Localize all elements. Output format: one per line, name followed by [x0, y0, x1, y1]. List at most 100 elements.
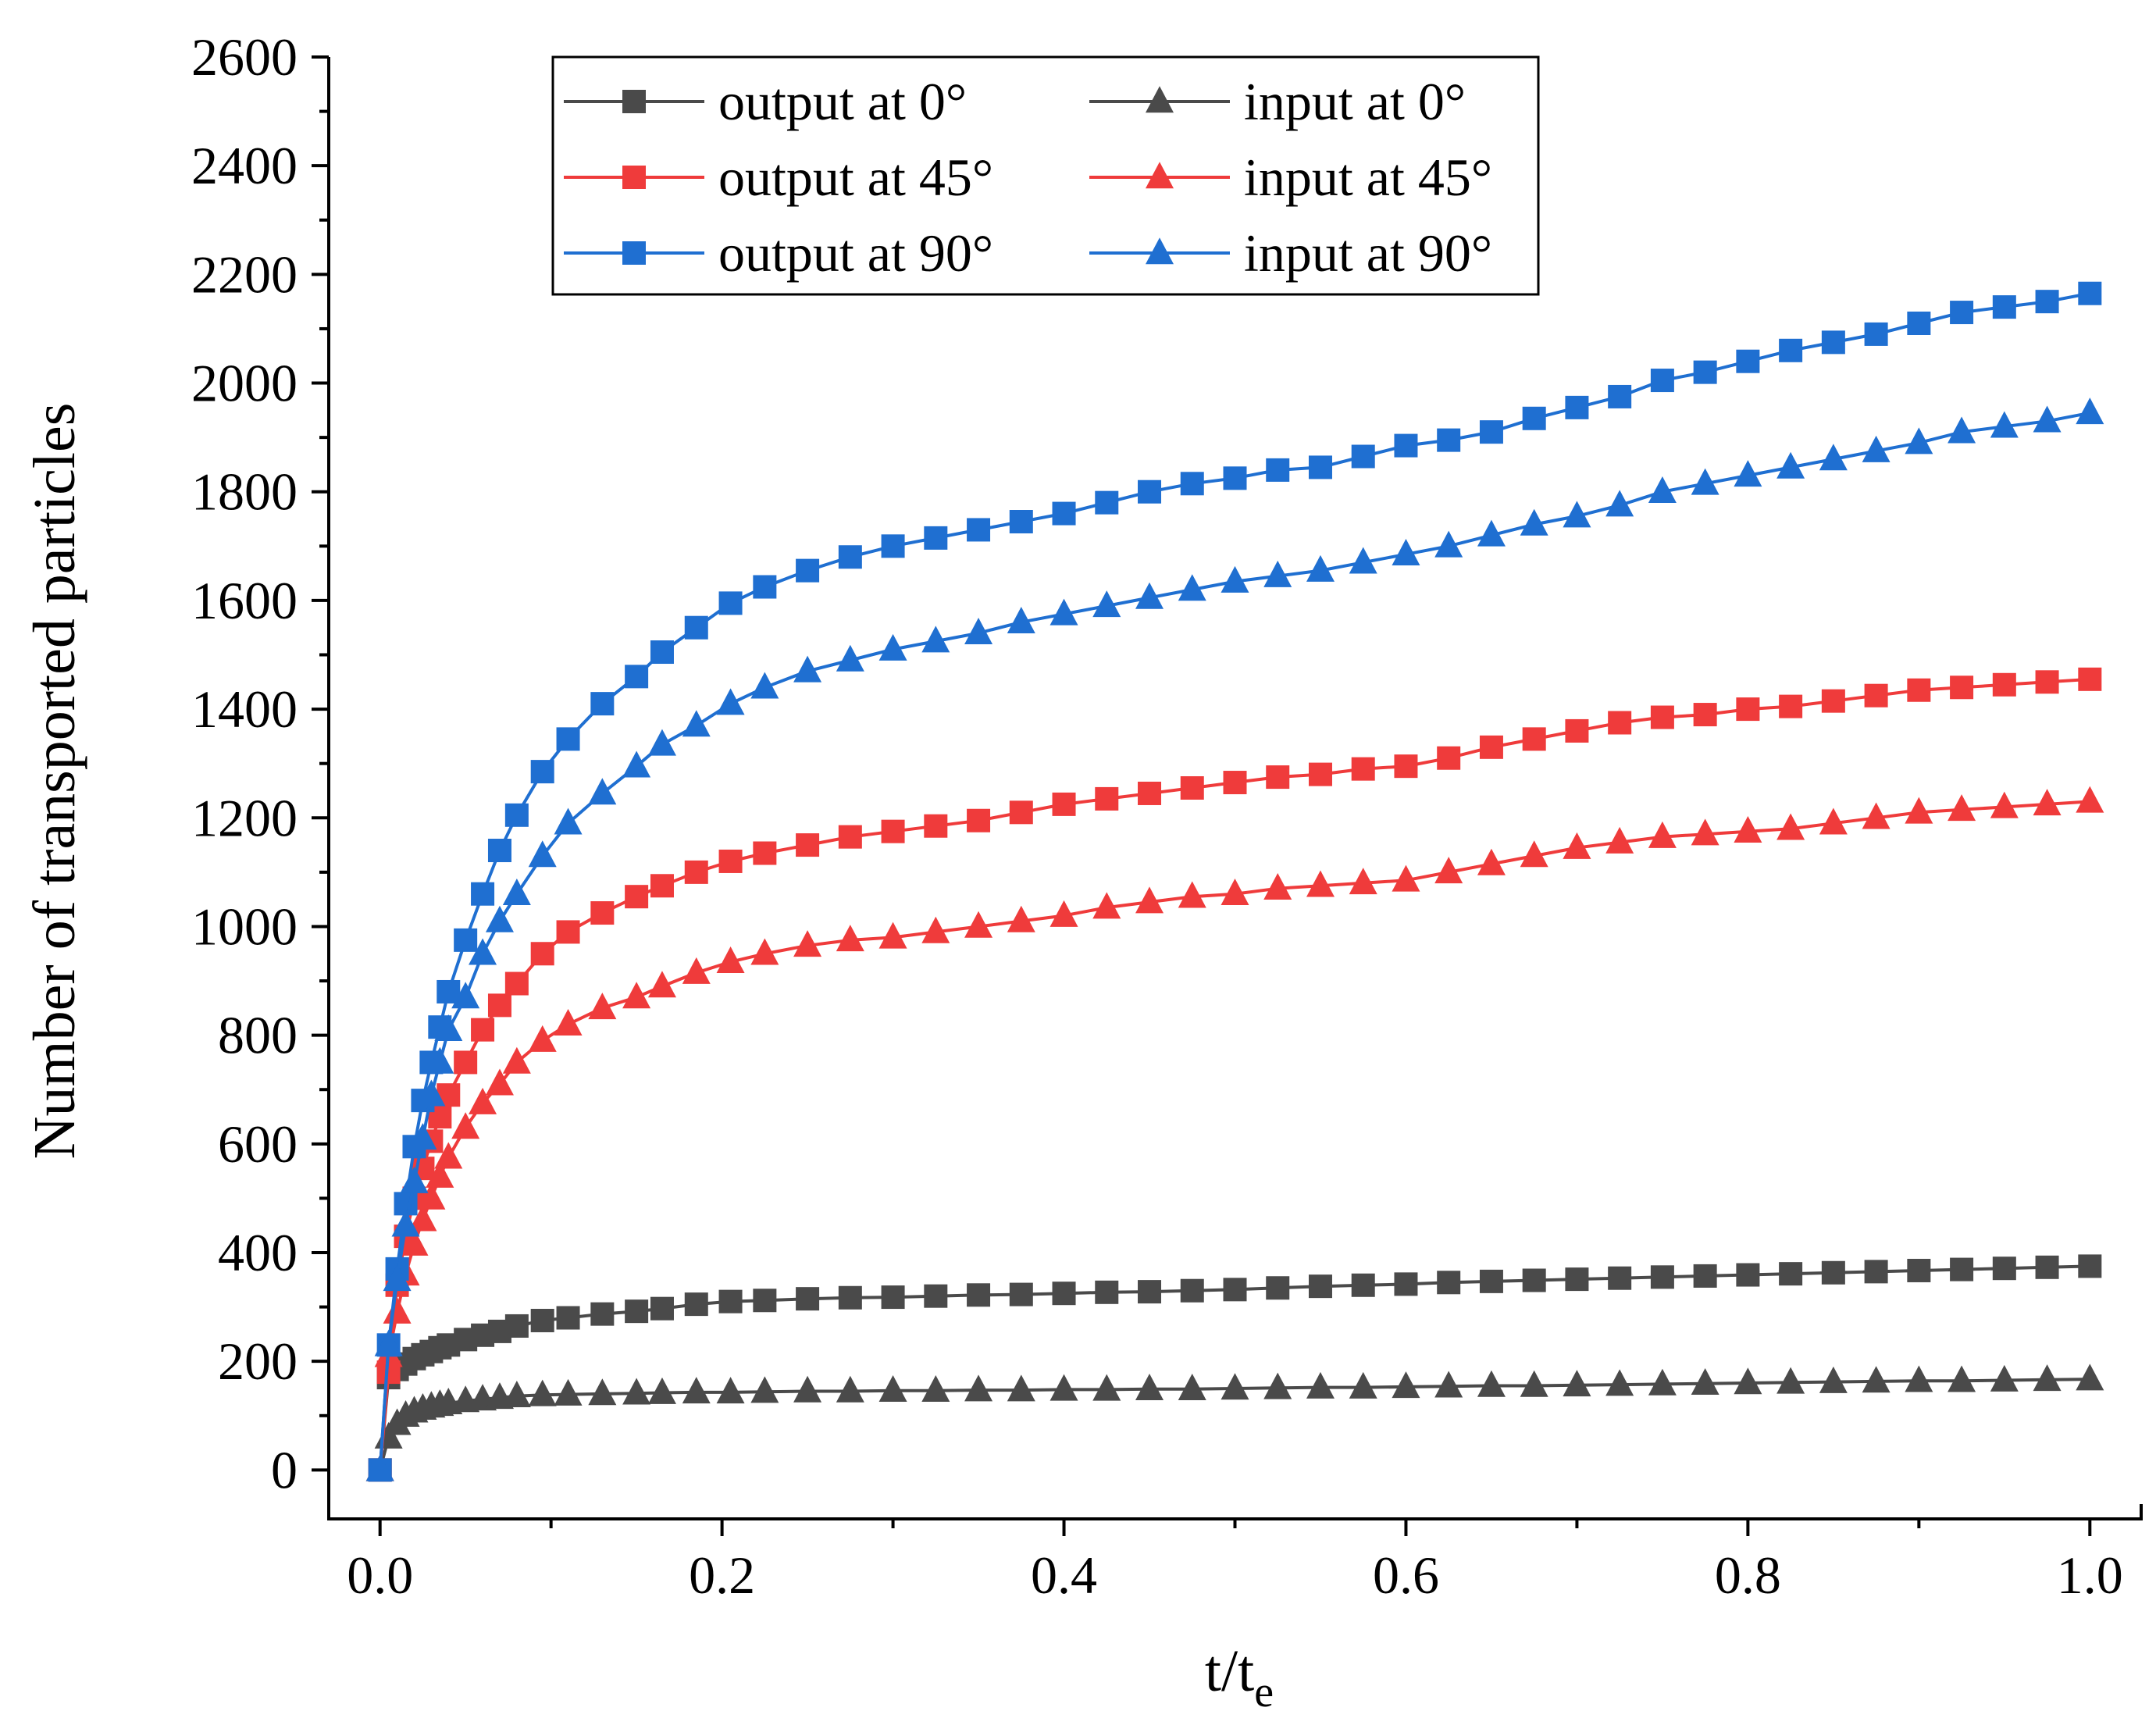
- series-line: [378, 291, 2090, 1470]
- data-point: [1434, 1371, 1463, 1398]
- data-point: [1306, 870, 1335, 897]
- data-point: [590, 692, 615, 716]
- data-point: [1648, 1368, 1677, 1396]
- data-point: [1306, 554, 1335, 582]
- data-point: [504, 1314, 529, 1338]
- data-point: [400, 1228, 429, 1256]
- data-point: [1950, 301, 1974, 325]
- data-point: [650, 640, 674, 665]
- data-point: [838, 1285, 862, 1310]
- legend: output at 0° input at 0° output at 45° inpu…: [551, 55, 1540, 296]
- data-point: [1178, 881, 1206, 908]
- y-axis-title: Number of transported particles: [22, 403, 87, 1160]
- y-tick-label: 1000: [191, 897, 298, 956]
- data-point: [836, 644, 864, 672]
- data-point: [793, 1375, 822, 1403]
- data-point: [2033, 1364, 2062, 1392]
- data-point: [881, 1285, 905, 1310]
- data-point: [881, 819, 905, 843]
- series-line: [378, 411, 2090, 1470]
- data-point: [1049, 1374, 1078, 1401]
- data-point: [1691, 468, 1719, 495]
- data-point: [650, 874, 674, 898]
- data-point: [417, 1182, 446, 1210]
- legend-marker: [622, 90, 646, 113]
- data-point: [1223, 466, 1247, 490]
- data-point: [1819, 1366, 1848, 1393]
- legend-marker: [1146, 162, 1174, 189]
- data-point: [753, 1289, 777, 1313]
- data-point: [1605, 1369, 1634, 1396]
- data-point: [1394, 1272, 1418, 1296]
- data-point: [1434, 530, 1463, 558]
- data-point: [838, 545, 862, 569]
- data-point: [753, 841, 777, 865]
- legend-label: input at 0°: [1244, 72, 1466, 131]
- data-point: [1437, 746, 1461, 770]
- data-point: [1092, 1374, 1121, 1401]
- data-point: [2078, 281, 2102, 305]
- data-point: [504, 971, 529, 996]
- data-point: [1180, 1278, 1204, 1303]
- data-point: [1563, 501, 1591, 528]
- data-point: [1862, 802, 1891, 829]
- legend-entry: output at 45°: [564, 148, 993, 207]
- series-output-at-45: [368, 667, 2102, 1482]
- y-tick-label: 1800: [191, 462, 298, 522]
- data-point: [716, 946, 745, 973]
- data-point: [1650, 369, 1674, 393]
- data-point: [753, 575, 777, 599]
- data-point: [1180, 776, 1204, 800]
- data-point: [1907, 1258, 1931, 1282]
- data-point: [487, 839, 511, 863]
- data-point: [2035, 1255, 2059, 1279]
- data-point: [1608, 384, 1632, 408]
- data-point: [2035, 670, 2059, 694]
- data-point: [1009, 800, 1033, 825]
- data-point: [796, 833, 820, 857]
- data-point: [964, 1374, 993, 1402]
- y-tick-label: 1200: [191, 788, 298, 847]
- data-point: [1052, 792, 1076, 816]
- data-point: [1437, 1271, 1461, 1295]
- series-line: [378, 800, 2090, 1470]
- data-point: [650, 1296, 674, 1321]
- data-point: [1734, 1367, 1762, 1395]
- data-point: [1221, 878, 1249, 905]
- data-point: [1779, 338, 1803, 362]
- data-point: [750, 672, 779, 699]
- data-point: [836, 925, 864, 952]
- data-point: [1864, 1260, 1888, 1284]
- data-point: [1948, 794, 1976, 822]
- data-point: [1776, 813, 1805, 840]
- data-point: [1263, 873, 1292, 900]
- data-point: [1776, 1367, 1805, 1394]
- data-point: [796, 1287, 820, 1311]
- data-point: [967, 808, 991, 832]
- data-point: [502, 1381, 531, 1408]
- data-point: [836, 1375, 864, 1403]
- series-output-at-90: [368, 281, 2102, 1482]
- data-point: [1821, 689, 1845, 713]
- data-point: [1095, 490, 1119, 515]
- data-point: [590, 1302, 615, 1326]
- x-tick-label: 0.2: [689, 1545, 755, 1605]
- data-point: [469, 1087, 497, 1114]
- data-point: [1992, 1257, 2016, 1281]
- tick-layer: 0 200 400 600 800 1000 1200 1400 1600 1800 2000 220…: [191, 27, 2123, 1605]
- y-tick-label: 2400: [191, 136, 298, 195]
- data-point: [924, 526, 948, 550]
- data-point: [1351, 757, 1375, 781]
- data-point: [878, 633, 907, 661]
- legend-marker: [1146, 86, 1174, 113]
- data-point: [1392, 864, 1420, 892]
- data-point: [588, 778, 617, 805]
- data-point: [1693, 360, 1717, 384]
- data-point: [530, 760, 554, 784]
- data-point: [1990, 791, 2019, 818]
- data-point: [964, 617, 993, 644]
- legend-label: input at 45°: [1244, 148, 1492, 207]
- data-point: [1266, 458, 1290, 482]
- data-point: [1948, 1365, 1976, 1392]
- data-point: [2033, 789, 2062, 816]
